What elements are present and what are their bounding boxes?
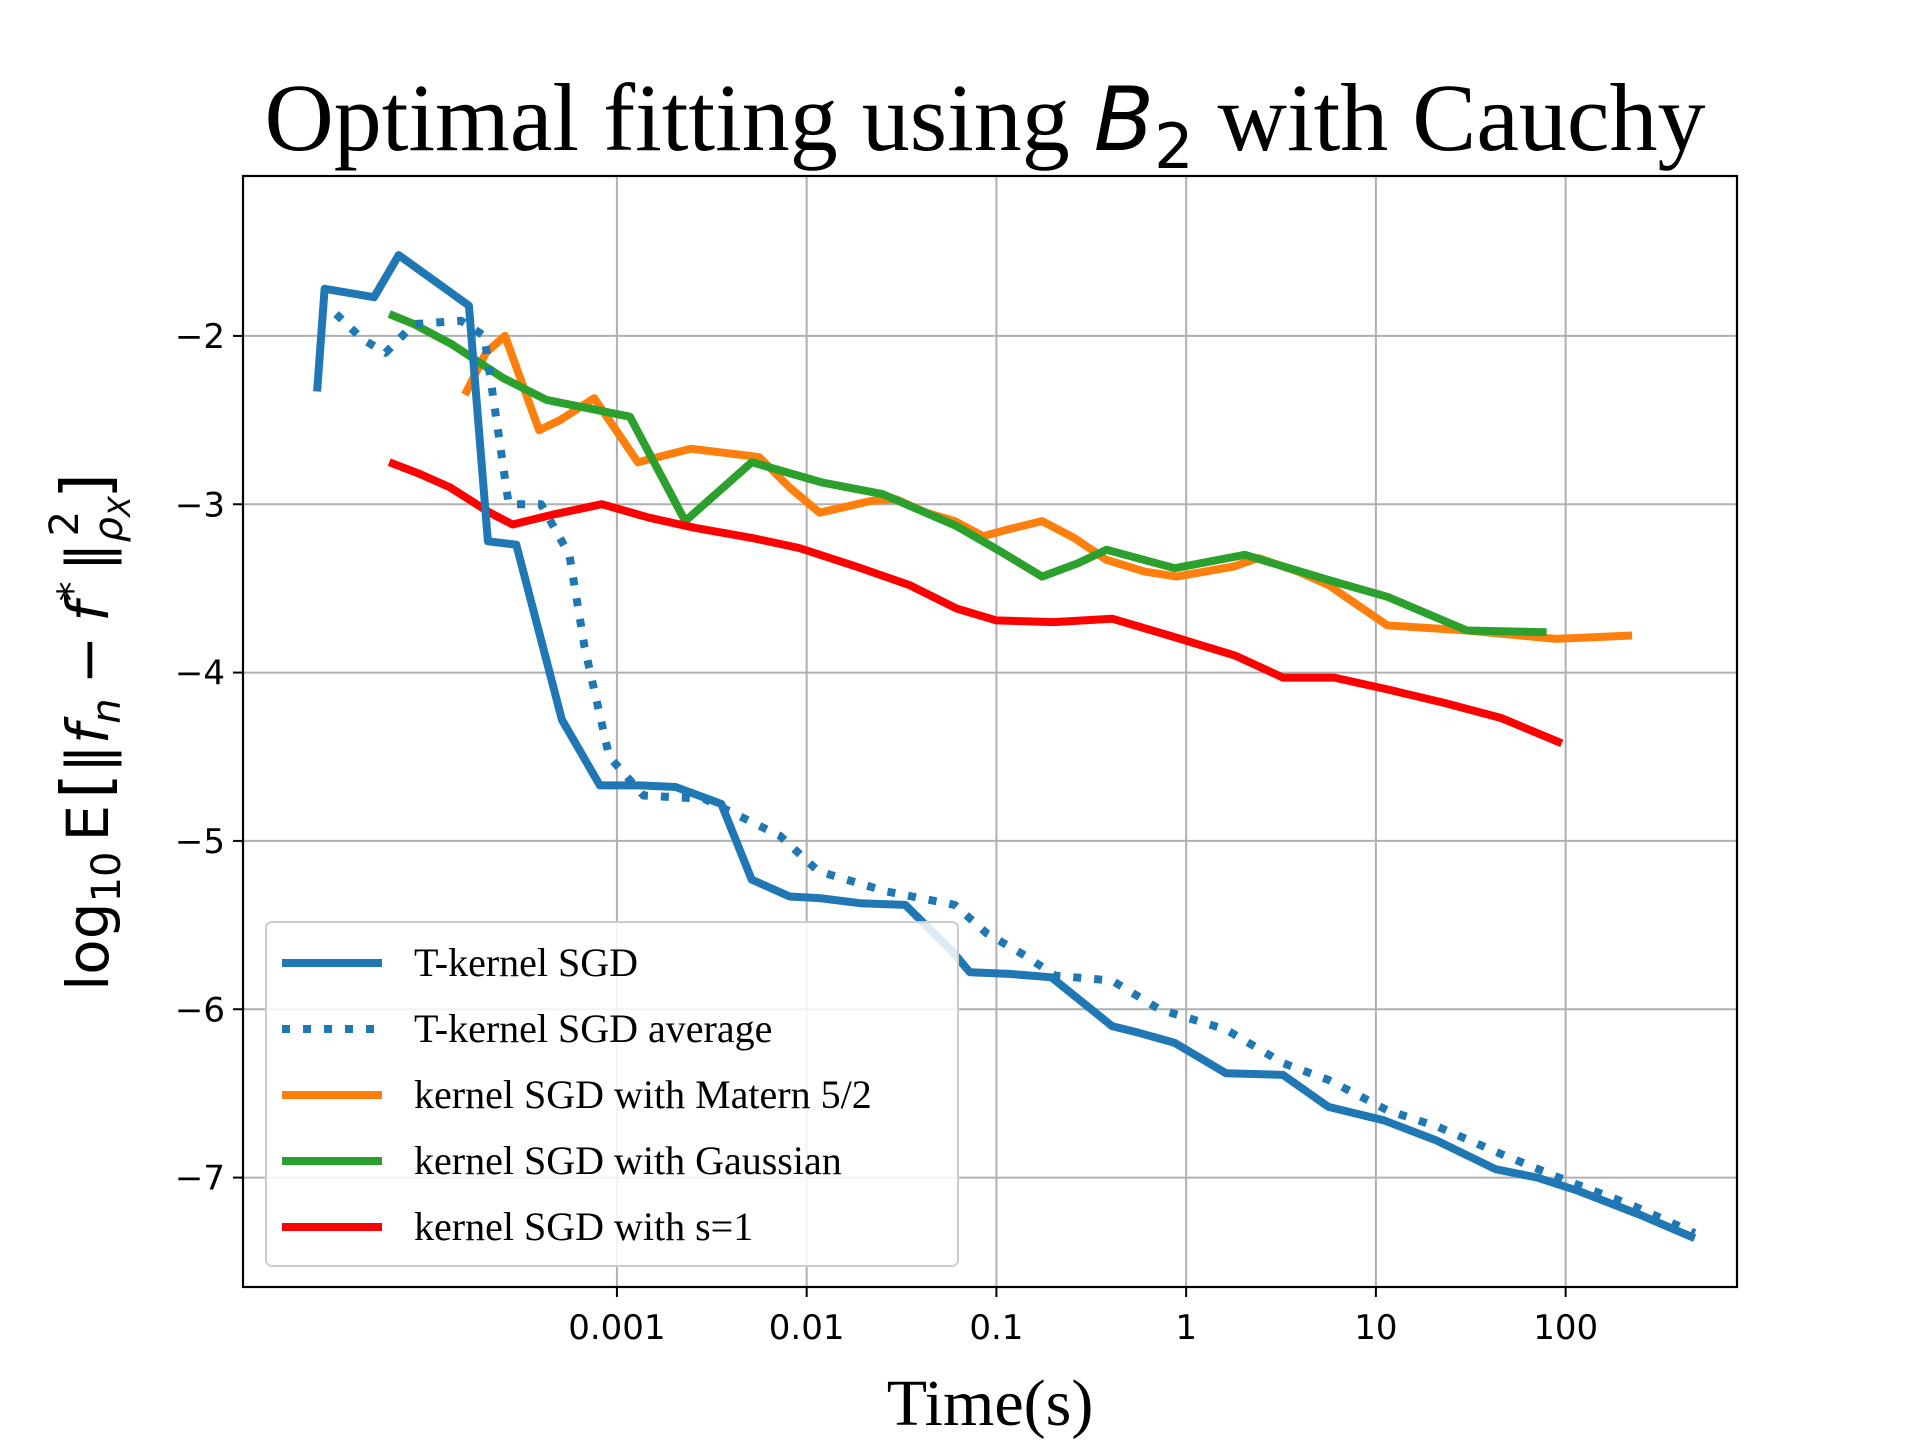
legend-label-kernel-sgd-with-s-1: kernel SGD with s=1 xyxy=(414,1204,753,1249)
x-tick-label: 0.001 xyxy=(568,1308,665,1348)
y-tick-label: −7 xyxy=(175,1159,225,1199)
y-tick-label: −4 xyxy=(175,654,225,694)
series-line-kernel-sgd-with-gaussian xyxy=(387,310,1547,637)
y-label-bracket-open: [ xyxy=(47,773,124,799)
y-label-norm-open: ‖ xyxy=(54,744,122,773)
svg-text:log10E[‖fn−f*‖ρX2]: log10E[‖fn−f*‖ρX2] xyxy=(42,473,138,991)
y-label-norm-sup: 2 xyxy=(42,511,88,536)
legend: T-kernel SGD T-kernel SGD average kernel S… xyxy=(265,921,959,1267)
grid-lines xyxy=(243,176,1737,1287)
chart-title: Optimal fitting using B2 with Cauchy xyxy=(264,64,1705,183)
x-tick-label: 100 xyxy=(1533,1308,1598,1348)
legend-label-t-kernel-sgd: T-kernel SGD xyxy=(414,940,638,985)
y-axis-label: log10E[‖fn−f*‖ρX2] xyxy=(42,473,138,991)
y-label-expectation: E xyxy=(54,805,122,842)
chart-title-tail: with Cauchy xyxy=(1194,64,1706,171)
y-axis-ticks: −2 −3 −4 −5 −6 −7 xyxy=(175,317,243,1199)
y-label-minus: − xyxy=(54,636,122,685)
y-label-star: * xyxy=(50,581,96,601)
x-axis-ticks: 0.001 0.01 0.1 1 10 100 xyxy=(568,1287,1598,1348)
chart-title-main: Optimal fitting using xyxy=(264,64,1093,171)
y-tick-label: −5 xyxy=(175,822,225,862)
x-tick-label: 1 xyxy=(1175,1308,1197,1348)
y-label-norm-sub: ρ xyxy=(86,517,132,542)
x-tick-label: 10 xyxy=(1354,1308,1397,1348)
axes-frame xyxy=(241,174,1739,1289)
x-tick-label: 0.01 xyxy=(769,1308,845,1348)
y-tick-label: −3 xyxy=(175,485,225,525)
y-label-f-sub: n xyxy=(84,698,130,723)
y-tick-label: −6 xyxy=(175,990,225,1030)
legend-label-kernel-sgd-with-matern-5-2: kernel SGD with Matern 5/2 xyxy=(414,1072,872,1117)
y-label-log: log xyxy=(54,902,122,990)
legend-label-kernel-sgd-with-gaussian: kernel SGD with Gaussian xyxy=(414,1138,842,1183)
y-label-norm-close: ‖ xyxy=(54,542,122,571)
legend-box xyxy=(265,921,959,1267)
y-label-norm-sub-sub: X xyxy=(103,495,138,519)
chart-title-math-sub: 2 xyxy=(1154,110,1193,183)
legend-label-t-kernel-sgd-average: T-kernel SGD average xyxy=(414,1006,772,1051)
y-tick-label: −2 xyxy=(175,317,225,357)
x-axis-label: Time(s) xyxy=(887,1367,1094,1440)
series-line-kernel-sgd-with-s-1 xyxy=(387,458,1564,747)
y-label-log-base: 10 xyxy=(84,852,130,903)
y-label-bracket-close: ] xyxy=(47,473,124,499)
chart-title-math: B xyxy=(1094,68,1154,171)
x-tick-label: 0.1 xyxy=(969,1308,1023,1348)
